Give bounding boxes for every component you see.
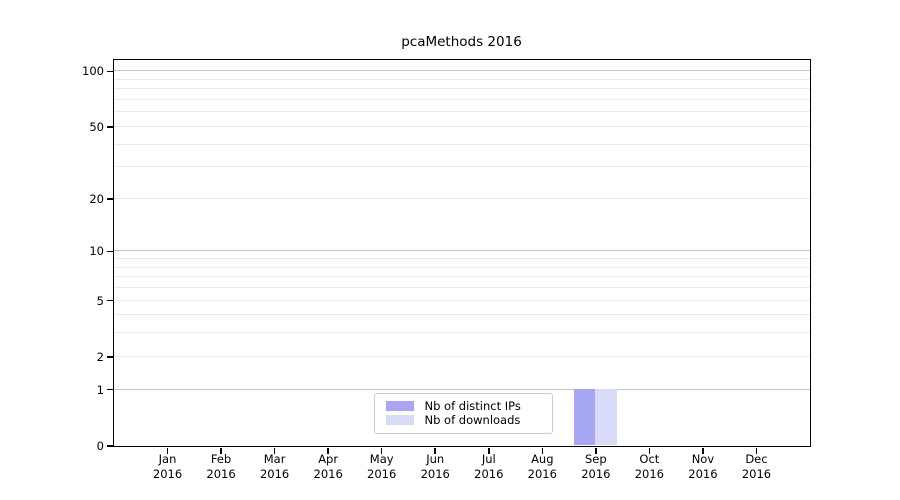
x-tick-jan — [166, 447, 169, 454]
x-tick-month: Mar — [263, 452, 286, 466]
x-tick-feb — [220, 447, 222, 454]
x-tick-label-oct: Oct 2016 — [619, 452, 679, 482]
x-tick-aug — [541, 447, 544, 454]
x-tick-month: Oct — [639, 452, 660, 466]
y-tick-1 — [106, 388, 114, 391]
legend-label-downloads: Nb of downloads — [424, 413, 521, 427]
x-tick-sep — [595, 447, 597, 454]
x-tick-nov — [702, 447, 704, 454]
y-tick-20 — [106, 198, 114, 200]
y-tick-50 — [106, 126, 114, 128]
y-tick-label-10: 10 — [89, 244, 104, 259]
y-tick-5 — [106, 299, 114, 302]
x-tick-year: 2016 — [741, 467, 772, 481]
x-tick-label-aug: Aug 2016 — [512, 452, 572, 482]
x-tick-month: Aug — [531, 452, 554, 466]
x-tick-label-apr: Apr 2016 — [298, 452, 358, 482]
y-tick-label-0: 0 — [96, 439, 104, 453]
x-tick-year: 2016 — [206, 467, 236, 481]
x-tick-jun — [434, 447, 436, 454]
x-tick-year: 2016 — [474, 467, 504, 481]
x-tick-jul — [488, 447, 490, 454]
x-tick-label-jul: Jul 2016 — [459, 452, 519, 482]
y-tick-label-1: 1 — [96, 382, 104, 397]
plot-area: Nb of distinct IPs Nb of downloads — [112, 58, 811, 447]
x-tick-month: May — [369, 452, 394, 466]
y-minor-gridline-4 — [113, 314, 810, 316]
y-tick-label-20: 20 — [89, 191, 104, 206]
chart-title: pcaMethods 2016 — [401, 34, 522, 50]
y-major-gridline-100 — [113, 70, 810, 72]
x-tick-label-mar: Mar 2016 — [245, 452, 305, 482]
bar-distinct-ips-sep — [573, 389, 596, 446]
y-minor-gridline-80 — [113, 88, 810, 90]
y-minor-gridline-60 — [113, 111, 810, 113]
legend-item-distinct-ips: Nb of distinct IPs — [385, 399, 552, 413]
x-tick-month: Jan — [158, 452, 177, 466]
x-tick-year: 2016 — [313, 467, 343, 481]
y-tick-100 — [106, 70, 114, 73]
y-tick-label-50: 50 — [89, 119, 104, 134]
y-minor-gridline-30 — [113, 166, 810, 168]
legend: Nb of distinct IPs Nb of downloads — [373, 392, 553, 434]
x-tick-label-nov: Nov 2016 — [673, 452, 733, 482]
y-tick-10 — [106, 250, 114, 253]
x-tick-year: 2016 — [581, 467, 611, 481]
legend-swatch-downloads-icon — [385, 415, 414, 425]
legend-swatch-distinct-ips-icon — [385, 401, 414, 411]
x-tick-month: Nov — [691, 452, 715, 466]
x-tick-label-feb: Feb 2016 — [191, 452, 251, 482]
x-tick-year: 2016 — [367, 467, 397, 481]
y-minor-gridline-5 — [113, 299, 810, 301]
x-tick-month: Dec — [745, 452, 768, 466]
x-tick-label-sep: Sep 2016 — [566, 452, 626, 482]
y-tick-label-5: 5 — [96, 293, 104, 308]
x-tick-may — [380, 447, 383, 454]
legend-label-distinct-ips: Nb of distinct IPs — [424, 399, 521, 413]
y-minor-gridline-9 — [113, 258, 810, 260]
x-tick-label-jun: Jun 2016 — [405, 452, 465, 482]
y-tick-2 — [106, 356, 114, 358]
x-tick-oct — [648, 447, 651, 454]
y-minor-gridline-7 — [113, 276, 810, 278]
bar-downloads-sep — [595, 389, 617, 446]
x-tick-month: Jun — [426, 452, 445, 466]
x-tick-month: Sep — [585, 452, 607, 466]
y-minor-gridline-3 — [113, 332, 810, 334]
x-tick-month: Jul — [481, 452, 496, 466]
y-tick-0 — [106, 445, 114, 447]
y-minor-gridline-2 — [113, 355, 810, 357]
x-tick-month: Apr — [318, 452, 339, 466]
x-tick-dec — [755, 447, 758, 454]
x-tick-year: 2016 — [688, 467, 718, 481]
y-minor-gridline-8 — [113, 266, 810, 268]
x-tick-mar — [273, 447, 276, 454]
y-major-gridline-1 — [113, 388, 810, 390]
x-tick-year: 2016 — [259, 467, 290, 481]
y-minor-gridline-20 — [113, 197, 810, 199]
x-tick-label-jan: Jan 2016 — [138, 452, 198, 482]
x-tick-year: 2016 — [420, 467, 450, 481]
y-minor-gridline-6 — [113, 287, 810, 289]
y-tick-label-2: 2 — [96, 349, 104, 364]
y-minor-gridline-90 — [113, 78, 810, 80]
y-minor-gridline-40 — [113, 143, 810, 145]
x-tick-label-may: May 2016 — [352, 452, 412, 482]
x-tick-year: 2016 — [152, 467, 183, 481]
y-tick-label-100: 100 — [82, 64, 104, 79]
x-tick-year: 2016 — [527, 467, 557, 481]
x-tick-year: 2016 — [634, 467, 665, 481]
y-minor-gridline-50 — [113, 125, 810, 127]
legend-item-downloads: Nb of downloads — [385, 413, 552, 427]
x-tick-label-dec: Dec 2016 — [726, 452, 786, 482]
x-tick-month: Feb — [210, 452, 232, 466]
y-major-gridline-10 — [113, 250, 810, 252]
y-minor-gridline-70 — [113, 98, 810, 100]
x-tick-apr — [327, 447, 329, 454]
